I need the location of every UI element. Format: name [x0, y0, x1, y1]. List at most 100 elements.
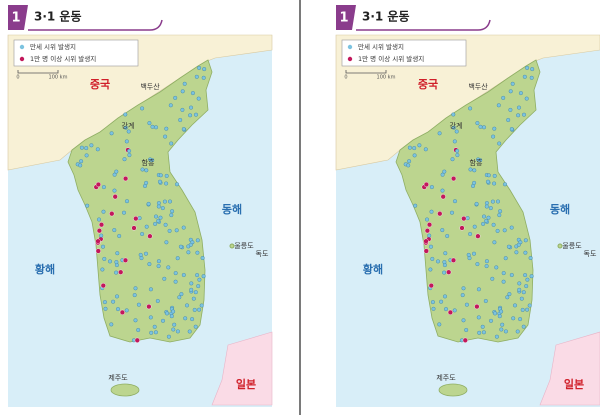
protest-dot — [491, 222, 496, 227]
protest-dot — [175, 329, 180, 334]
protest-dot — [144, 224, 149, 229]
protest-dot — [502, 228, 507, 233]
protest-dot — [475, 262, 480, 267]
protest-dot — [440, 172, 445, 177]
large-protest-dot — [100, 283, 106, 289]
protest-dot — [164, 173, 169, 178]
protest-dot — [454, 129, 459, 134]
large-protest-dot — [95, 248, 101, 254]
protest-dot — [496, 103, 501, 108]
protest-dot — [173, 95, 178, 100]
large-protest-dot — [423, 248, 429, 254]
title-number: 1 — [11, 11, 20, 26]
protest-dot — [452, 139, 457, 144]
protest-dot — [486, 215, 491, 220]
protest-dot — [437, 131, 442, 136]
protest-dot — [153, 125, 158, 130]
protest-dot — [498, 209, 503, 214]
protest-dot — [160, 318, 165, 323]
protest-dot — [175, 256, 180, 261]
protest-dot — [471, 251, 476, 256]
protest-dot — [153, 221, 158, 226]
title-number: 1 — [339, 11, 348, 26]
large-protest-dot — [423, 238, 429, 244]
protest-dot — [522, 74, 527, 79]
protest-dot — [202, 67, 207, 72]
protest-dot — [481, 214, 486, 219]
protest-dot — [144, 180, 149, 185]
ulleung — [557, 243, 563, 249]
china — [7, 34, 273, 171]
protest-dot — [502, 182, 507, 187]
protest-dot — [149, 330, 154, 335]
protest-dot — [407, 159, 412, 164]
protest-dot — [467, 256, 472, 261]
protest-dot — [437, 322, 442, 327]
protest-dot — [150, 124, 155, 129]
place-label: 울릉도 — [234, 242, 254, 250]
protest-dot — [101, 209, 106, 214]
protest-dot — [195, 250, 200, 255]
protest-dot — [191, 296, 196, 301]
protest-dot — [152, 324, 157, 329]
large-protest-dot — [109, 211, 115, 217]
china — [335, 34, 600, 171]
protest-dot — [501, 95, 506, 100]
protest-dot — [183, 316, 188, 321]
protest-dot — [147, 121, 152, 126]
large-protest-dot — [112, 194, 118, 200]
protest-dot — [514, 250, 519, 255]
protest-dot — [507, 292, 512, 297]
protest-dot — [169, 213, 174, 218]
protest-dot — [406, 163, 411, 168]
protest-dot — [178, 244, 183, 249]
place-label: 함흥 — [142, 158, 155, 167]
protest-dot — [518, 91, 523, 96]
protest-dot — [488, 318, 493, 323]
protest-dot — [521, 290, 526, 295]
legend-label: 만세 시위 발생지 — [30, 42, 76, 51]
protest-dot — [196, 284, 201, 289]
protest-dot — [464, 302, 469, 307]
protest-dot — [510, 81, 515, 86]
title-rule — [28, 19, 163, 31]
protest-dot — [497, 213, 502, 218]
jeju — [438, 383, 468, 397]
protest-dot — [412, 153, 417, 158]
protest-dot — [452, 199, 457, 204]
protest-dot — [509, 273, 514, 278]
protest-dot — [428, 244, 433, 249]
protest-dot — [476, 287, 481, 292]
protest-dot — [501, 271, 506, 276]
protest-dot — [79, 145, 84, 150]
protest-dot — [407, 145, 412, 150]
protest-dot — [530, 67, 535, 72]
large-protest-dot — [122, 176, 129, 182]
protest-dot — [114, 260, 119, 265]
protest-dot — [520, 307, 525, 312]
protest-dot — [499, 309, 504, 314]
scale-bar — [17, 70, 59, 74]
large-protest-dot — [450, 257, 457, 263]
protest-dot — [492, 173, 497, 178]
legend-box — [341, 39, 467, 67]
protest-dot — [96, 217, 101, 222]
protest-dot — [491, 134, 496, 139]
large-protest-dot — [423, 181, 430, 188]
protest-dot — [123, 112, 128, 117]
protest-dot — [187, 329, 192, 334]
protest-dot — [164, 311, 169, 316]
protest-dot — [127, 153, 132, 158]
protest-dot — [468, 106, 473, 111]
protest-dot — [85, 203, 90, 208]
protest-dot — [144, 168, 149, 173]
protest-dot — [528, 256, 533, 261]
large-protest-dot — [146, 304, 152, 310]
protest-dot — [516, 242, 521, 247]
protest-dot — [153, 330, 158, 335]
large-protest-dot — [462, 337, 468, 343]
protest-dot — [529, 274, 534, 279]
protest-dot — [114, 294, 119, 299]
protest-dot — [451, 125, 456, 130]
